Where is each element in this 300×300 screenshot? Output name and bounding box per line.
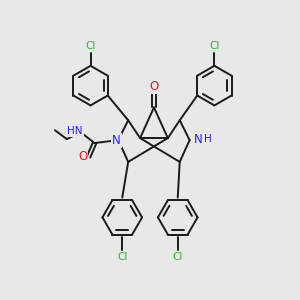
Text: Cl: Cl [209,41,220,51]
Text: Cl: Cl [85,41,96,51]
Text: O: O [149,80,159,93]
Text: O: O [78,150,87,164]
Text: Cl: Cl [172,252,183,262]
Text: N: N [194,133,203,146]
Text: H: H [204,134,211,144]
Text: N: N [112,134,121,147]
Text: Cl: Cl [117,252,128,262]
Text: HN: HN [67,126,83,136]
